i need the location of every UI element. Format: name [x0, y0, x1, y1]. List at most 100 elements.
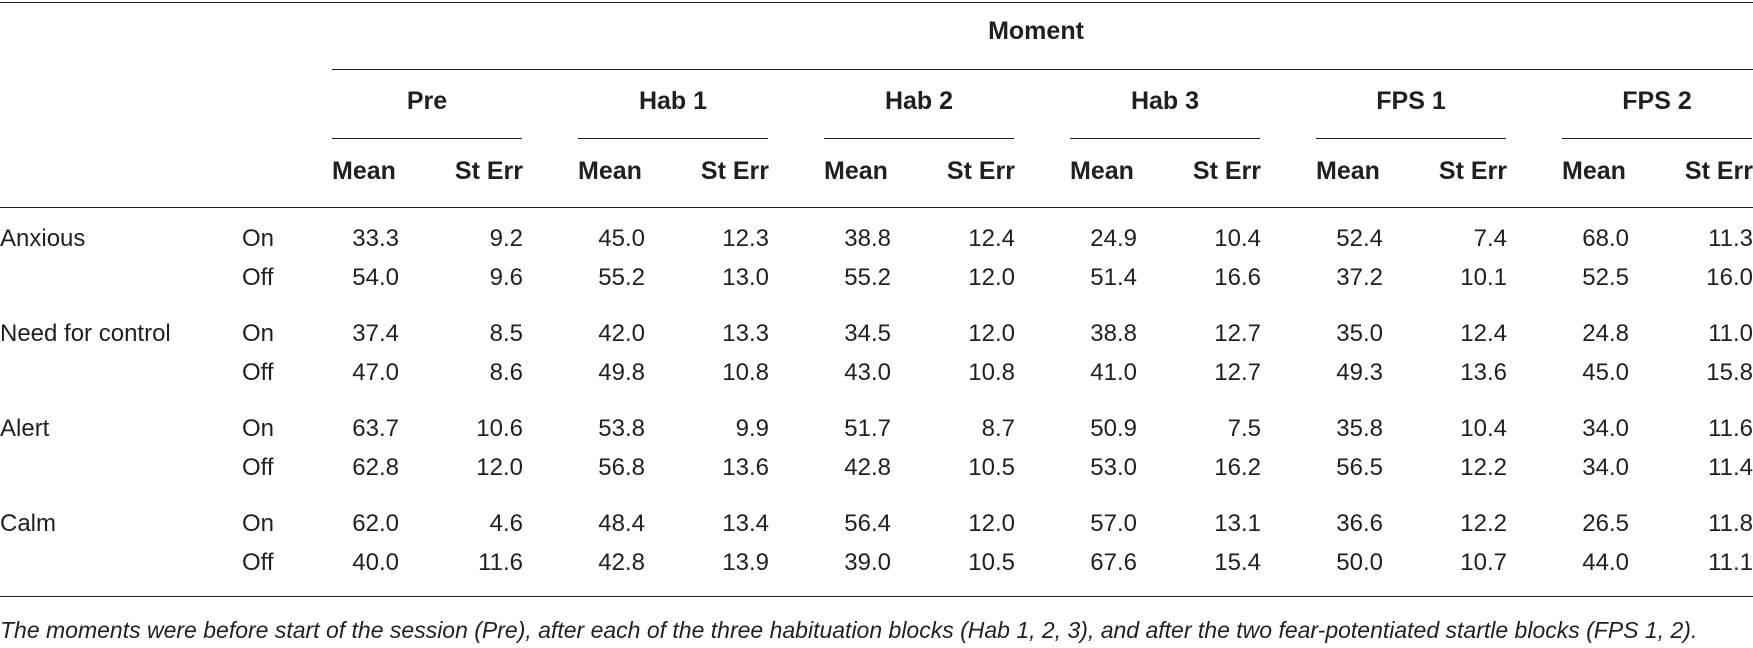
sterr-value-cell: 13.1 [1214, 510, 1261, 537]
mean-value-cell: 45.0 [598, 225, 645, 252]
mean-value-cell: 68.0 [1582, 225, 1629, 252]
condition-label: Off [242, 359, 274, 386]
sterr-value-cell: 11.8 [1708, 510, 1753, 537]
condition-label: Off [242, 454, 274, 481]
sterr-value-cell: 12.7 [1214, 359, 1261, 386]
mean-value-cell: 24.9 [1090, 225, 1137, 252]
moment-header: FPS 1 [1376, 87, 1446, 115]
sterr-column-header: St Err [946, 157, 1015, 185]
header-bottom-rule [0, 207, 1753, 208]
mean-value-cell: 67.6 [1090, 549, 1137, 576]
sterr-value-cell: 16.0 [1706, 264, 1753, 291]
mean-value-cell: 42.0 [598, 320, 645, 347]
sterr-column-header: St Err [1192, 157, 1261, 185]
sterr-value-cell: 11.6 [1708, 415, 1753, 442]
measure-label: Calm [0, 510, 57, 537]
moment-header: FPS 2 [1622, 87, 1692, 115]
sterr-value-cell: 9.2 [489, 225, 523, 252]
mean-value-cell: 38.8 [1090, 320, 1137, 347]
sterr-value-cell: 8.5 [489, 320, 523, 347]
sterr-value-cell: 10.4 [1214, 225, 1261, 252]
mean-value-cell: 41.0 [1090, 359, 1137, 386]
sterr-value-cell: 10.8 [968, 359, 1015, 386]
mean-value-cell: 49.8 [598, 359, 645, 386]
sterr-value-cell: 13.0 [722, 264, 769, 291]
mean-value-cell: 34.5 [844, 320, 891, 347]
sterr-column-header: St Err [1684, 157, 1753, 185]
condition-label: Off [242, 264, 274, 291]
moment-group-rule [1316, 138, 1506, 139]
measure-label: Alert [0, 415, 50, 442]
sterr-value-cell: 12.2 [1460, 454, 1507, 481]
sterr-value-cell: 7.5 [1227, 415, 1261, 442]
mean-value-cell: 38.8 [844, 225, 891, 252]
sterr-value-cell: 13.3 [722, 320, 769, 347]
sterr-value-cell: 9.6 [489, 264, 523, 291]
condition-label: On [242, 510, 275, 537]
moment-spanner-header: Moment [988, 17, 1084, 45]
sterr-value-cell: 13.6 [722, 454, 769, 481]
moment-header: Hab 3 [1130, 87, 1200, 115]
mean-value-cell: 43.0 [844, 359, 891, 386]
moment-spanner-rule [332, 69, 1753, 70]
mean-value-cell: 56.5 [1336, 454, 1383, 481]
measure-label: Need for control [0, 320, 171, 347]
mean-value-cell: 37.2 [1336, 264, 1383, 291]
mean-value-cell: 56.4 [844, 510, 891, 537]
condition-label: On [242, 415, 275, 442]
mean-value-cell: 44.0 [1582, 549, 1629, 576]
measure-label: Anxious [0, 225, 86, 252]
mean-value-cell: 55.2 [598, 264, 645, 291]
sterr-value-cell: 11.6 [478, 549, 523, 576]
sterr-value-cell: 12.4 [968, 225, 1015, 252]
mean-value-cell: 51.7 [844, 415, 891, 442]
sterr-value-cell: 12.3 [722, 225, 769, 252]
sterr-value-cell: 13.6 [1460, 359, 1507, 386]
sterr-value-cell: 13.9 [722, 549, 769, 576]
mean-value-cell: 42.8 [598, 549, 645, 576]
mean-value-cell: 26.5 [1582, 510, 1629, 537]
mean-value-cell: 49.3 [1336, 359, 1383, 386]
sterr-value-cell: 4.6 [489, 510, 523, 537]
table-bottom-rule [0, 596, 1753, 597]
sterr-value-cell: 11.4 [1708, 454, 1753, 481]
sterr-value-cell: 10.8 [722, 359, 769, 386]
mean-value-cell: 57.0 [1090, 510, 1137, 537]
sterr-value-cell: 12.4 [1460, 320, 1507, 347]
sterr-value-cell: 9.9 [735, 415, 769, 442]
mean-column-header: Mean [824, 157, 888, 185]
mean-value-cell: 24.8 [1582, 320, 1629, 347]
moment-header: Hab 1 [638, 87, 708, 115]
mean-value-cell: 34.0 [1582, 415, 1629, 442]
mean-value-cell: 62.0 [352, 510, 399, 537]
mean-value-cell: 47.0 [352, 359, 399, 386]
sterr-value-cell: 11.0 [1708, 320, 1753, 347]
sterr-value-cell: 8.6 [489, 359, 523, 386]
sterr-value-cell: 10.5 [968, 454, 1015, 481]
condition-label: On [242, 225, 275, 252]
mean-column-header: Mean [1316, 157, 1380, 185]
mean-value-cell: 36.6 [1336, 510, 1383, 537]
moment-group-rule [578, 138, 768, 139]
moment-group-rule [824, 138, 1014, 139]
sterr-value-cell: 7.4 [1473, 225, 1507, 252]
sterr-value-cell: 16.6 [1214, 264, 1261, 291]
mean-value-cell: 40.0 [352, 549, 399, 576]
sterr-value-cell: 10.6 [476, 415, 523, 442]
mean-value-cell: 50.0 [1336, 549, 1383, 576]
sterr-value-cell: 10.1 [1460, 264, 1507, 291]
sterr-value-cell: 13.4 [722, 510, 769, 537]
sterr-value-cell: 12.7 [1214, 320, 1261, 347]
mean-value-cell: 52.4 [1336, 225, 1383, 252]
sterr-value-cell: 12.2 [1460, 510, 1507, 537]
sterr-value-cell: 10.5 [968, 549, 1015, 576]
mean-value-cell: 54.0 [352, 264, 399, 291]
mean-column-header: Mean [1070, 157, 1134, 185]
sterr-value-cell: 12.0 [968, 510, 1015, 537]
mean-value-cell: 35.0 [1336, 320, 1383, 347]
sterr-value-cell: 8.7 [981, 415, 1015, 442]
moment-group-rule [1562, 138, 1752, 139]
condition-label: Off [242, 549, 274, 576]
sterr-value-cell: 16.2 [1214, 454, 1261, 481]
mean-value-cell: 42.8 [844, 454, 891, 481]
